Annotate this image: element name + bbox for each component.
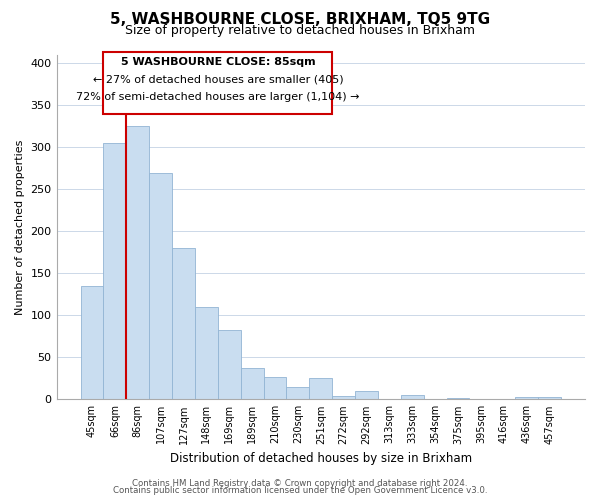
Text: 5 WASHBOURNE CLOSE: 85sqm: 5 WASHBOURNE CLOSE: 85sqm [121, 57, 315, 67]
Y-axis label: Number of detached properties: Number of detached properties [15, 140, 25, 315]
Bar [310, 378, 332, 400]
Bar [446, 398, 469, 400]
Bar [332, 396, 355, 400]
Bar [515, 397, 538, 400]
Bar [401, 395, 424, 400]
Text: 72% of semi-detached houses are larger (1,104) →: 72% of semi-detached houses are larger (… [76, 92, 359, 102]
Bar [172, 248, 195, 400]
Bar [103, 143, 127, 400]
X-axis label: Distribution of detached houses by size in Brixham: Distribution of detached houses by size … [170, 452, 472, 465]
Text: 5, WASHBOURNE CLOSE, BRIXHAM, TQ5 9TG: 5, WASHBOURNE CLOSE, BRIXHAM, TQ5 9TG [110, 12, 490, 28]
Bar [241, 368, 263, 400]
Bar [538, 397, 561, 400]
Bar [218, 330, 241, 400]
Bar [80, 286, 103, 400]
Text: Size of property relative to detached houses in Brixham: Size of property relative to detached ho… [125, 24, 475, 37]
Bar [263, 376, 286, 400]
Bar [149, 172, 172, 400]
Bar [195, 307, 218, 400]
Text: Contains HM Land Registry data © Crown copyright and database right 2024.: Contains HM Land Registry data © Crown c… [132, 478, 468, 488]
Bar [286, 386, 310, 400]
Bar [355, 391, 378, 400]
Text: Contains public sector information licensed under the Open Government Licence v3: Contains public sector information licen… [113, 486, 487, 495]
Bar [127, 126, 149, 400]
Text: ← 27% of detached houses are smaller (405): ← 27% of detached houses are smaller (40… [92, 74, 343, 85]
